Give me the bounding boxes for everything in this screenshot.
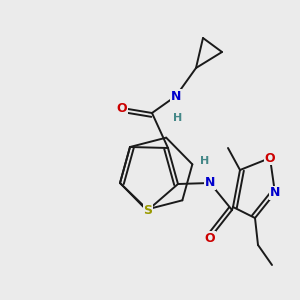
Text: S: S — [143, 203, 152, 217]
Text: O: O — [117, 101, 127, 115]
Text: N: N — [270, 187, 280, 200]
Text: H: H — [173, 113, 183, 123]
Text: H: H — [200, 156, 210, 166]
Text: N: N — [205, 176, 215, 190]
Text: N: N — [171, 89, 181, 103]
Text: O: O — [265, 152, 275, 164]
Text: O: O — [205, 232, 215, 244]
